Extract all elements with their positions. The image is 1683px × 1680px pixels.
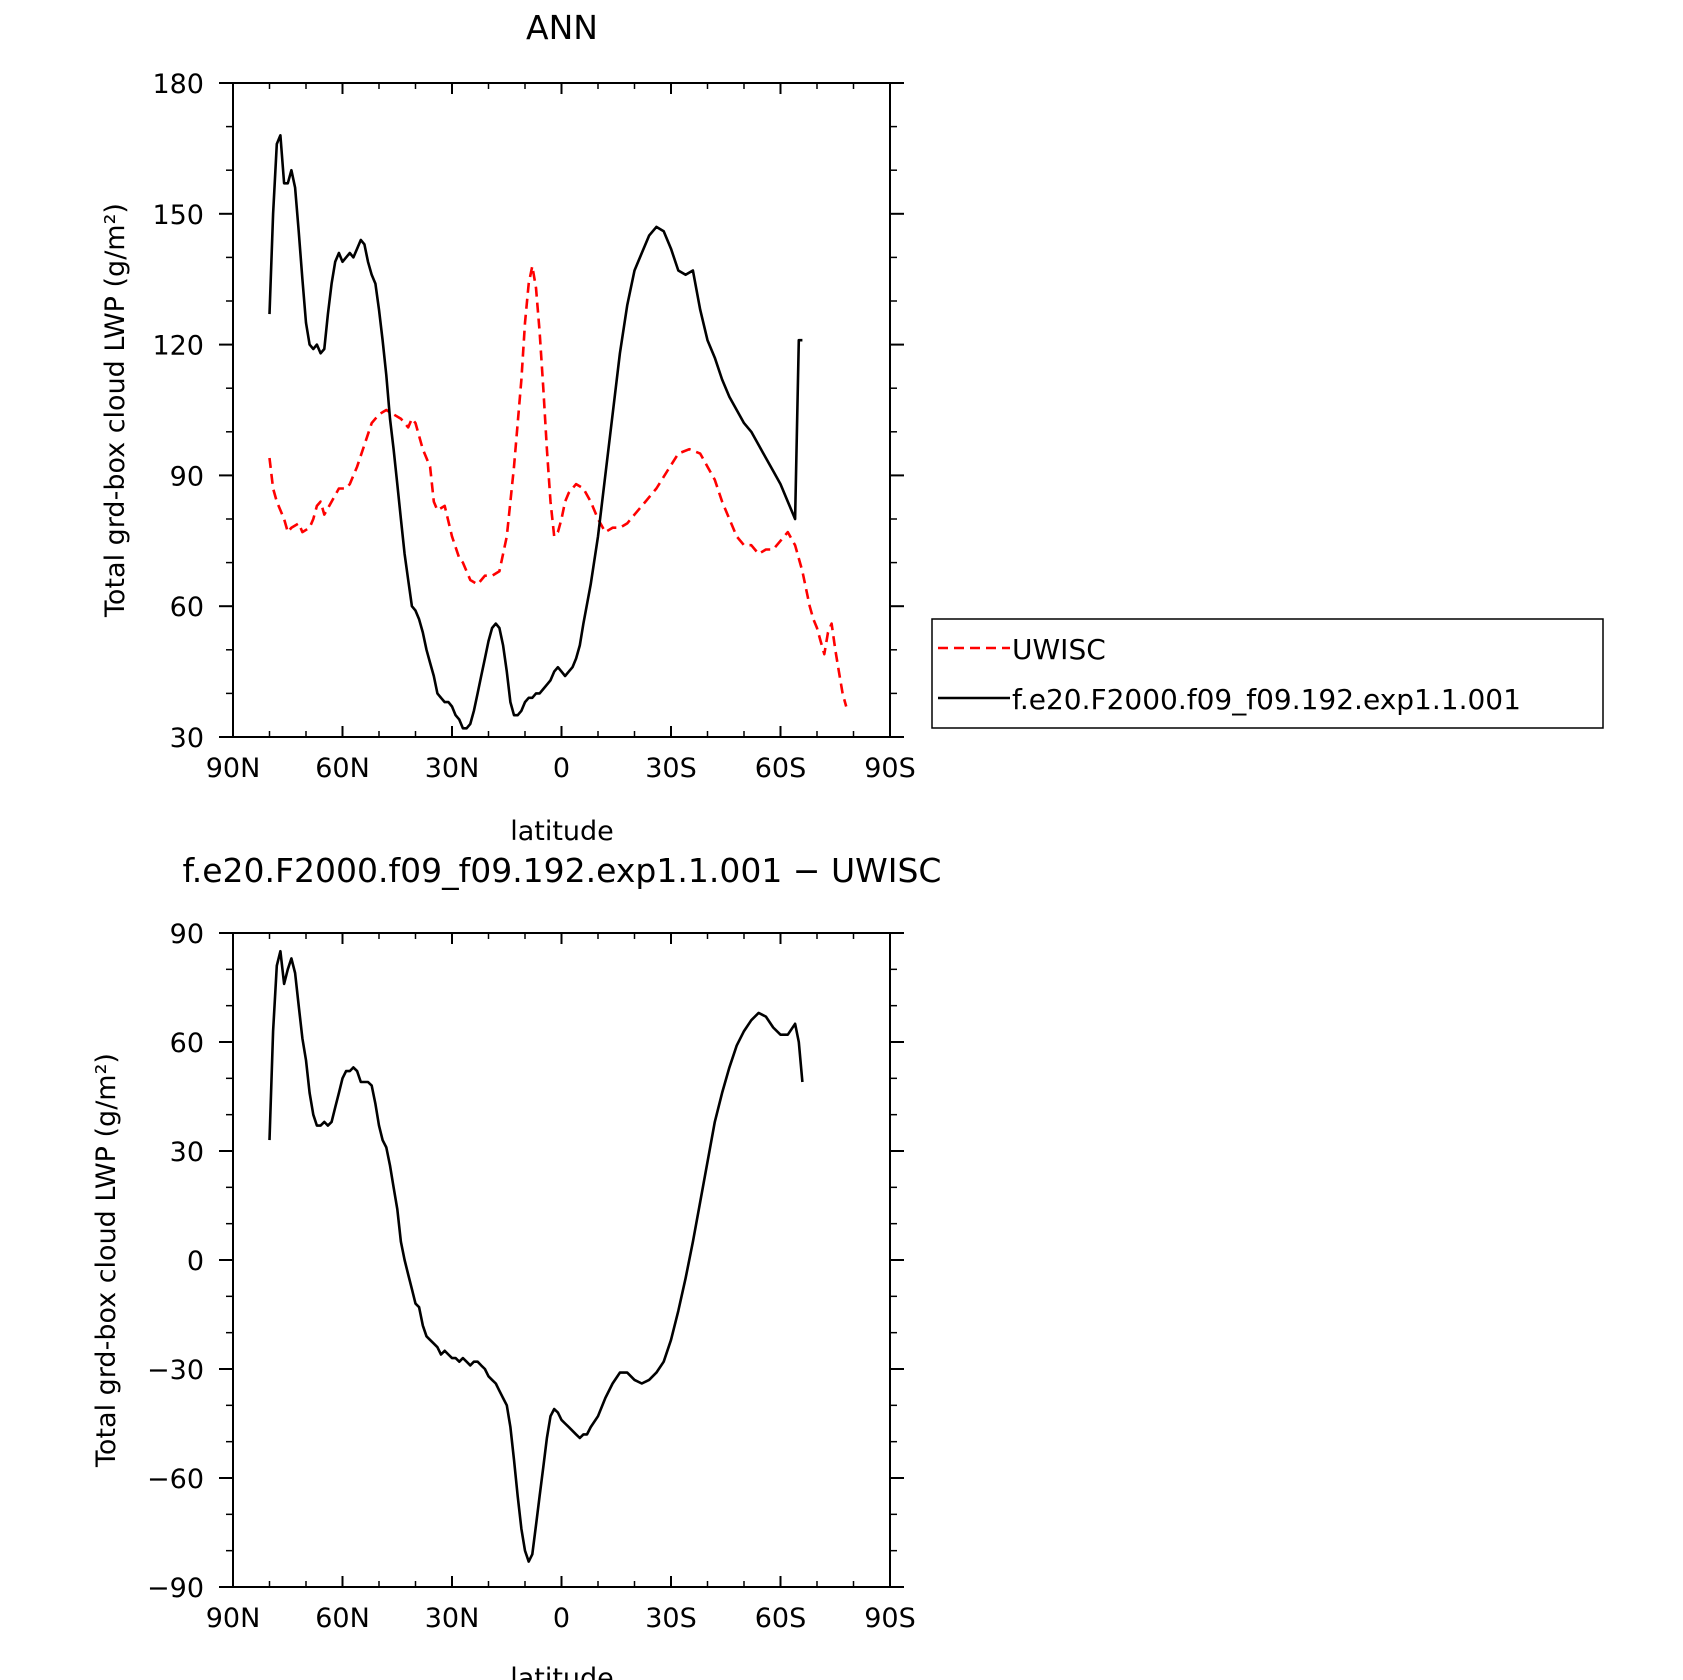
top-x-tick-label: 30N <box>425 753 480 784</box>
bottom-y-tick-label: −60 <box>147 1464 204 1495</box>
bottom-x-tick-label: 60N <box>315 1603 370 1634</box>
top-panel: ANN 90N 60N 30N 0 30S 60S 90S 30 60 90 120 150 180 l… <box>100 8 916 847</box>
bottom-y-tick-label: 0 <box>187 1246 204 1277</box>
bottom-x-tick-label: 90S <box>864 1603 916 1634</box>
bottom-y-tick-label: 60 <box>170 1028 204 1059</box>
bottom-y-tick-label: −30 <box>147 1355 204 1386</box>
bottom-x-tick-label: 60S <box>755 1603 807 1634</box>
top-series-lines <box>268 134 848 730</box>
bottom-axis-ticks: 90N 60N 30N 0 30S 60S 90S −90 −60 −30 0 30 60 90 <box>147 919 916 1634</box>
bottom-panel: f.e20.F2000.f09_f09.192.exp1.1.001 − UWI… <box>91 851 941 1680</box>
top-series-line-f-e20-f2000-f09-f09-192-exp1-1-001 <box>268 134 803 730</box>
bottom-series-line-0 <box>268 949 804 1563</box>
top-x-tick-label: 0 <box>553 753 570 784</box>
top-x-tick-label: 30S <box>645 753 697 784</box>
top-x-tick-label: 60N <box>315 753 370 784</box>
bottom-y-axis-label: Total grd-box cloud LWP (g/m²) <box>91 1053 122 1468</box>
bottom-x-tick-label: 30S <box>645 1603 697 1634</box>
top-y-tick-label: 180 <box>152 69 204 100</box>
top-chart-title: ANN <box>526 8 598 47</box>
legend-label-uwisc: UWISC <box>1012 633 1106 666</box>
bottom-y-tick-label: −90 <box>147 1573 204 1604</box>
top-x-tick-label: 90N <box>206 753 261 784</box>
bottom-series-lines <box>268 949 804 1563</box>
bottom-x-axis-label: latitude <box>510 1663 614 1680</box>
legend-box <box>931 618 1604 729</box>
top-y-tick-label: 90 <box>170 461 204 492</box>
top-y-tick-label: 60 <box>170 592 204 623</box>
top-x-tick-label: 60S <box>755 753 807 784</box>
bottom-y-tick-label: 90 <box>170 919 204 950</box>
top-series-line-uwisc <box>268 264 848 707</box>
bottom-x-tick-label: 90N <box>206 1603 261 1634</box>
top-x-axis-label: latitude <box>510 816 614 847</box>
legend: UWISC f.e20.F2000.f09_f09.192.exp1.1.001 <box>931 618 1604 729</box>
top-axis-ticks: 90N 60N 30N 0 30S 60S 90S 30 60 90 120 150 180 <box>152 69 915 784</box>
bottom-x-tick-label: 0 <box>553 1603 570 1634</box>
top-y-axis-label: Total grd-box cloud LWP (g/m²) <box>100 203 131 618</box>
legend-label-model: f.e20.F2000.f09_f09.192.exp1.1.001 <box>1012 683 1521 716</box>
top-y-tick-label: 150 <box>152 200 204 231</box>
top-plot-frame <box>232 82 891 738</box>
top-y-tick-label: 120 <box>152 331 204 362</box>
top-x-tick-label: 90S <box>864 753 916 784</box>
bottom-chart-title: f.e20.F2000.f09_f09.192.exp1.1.001 − UWI… <box>183 851 942 890</box>
bottom-y-tick-label: 30 <box>170 1137 204 1168</box>
top-y-tick-label: 30 <box>170 723 204 754</box>
bottom-x-tick-label: 30N <box>425 1603 480 1634</box>
